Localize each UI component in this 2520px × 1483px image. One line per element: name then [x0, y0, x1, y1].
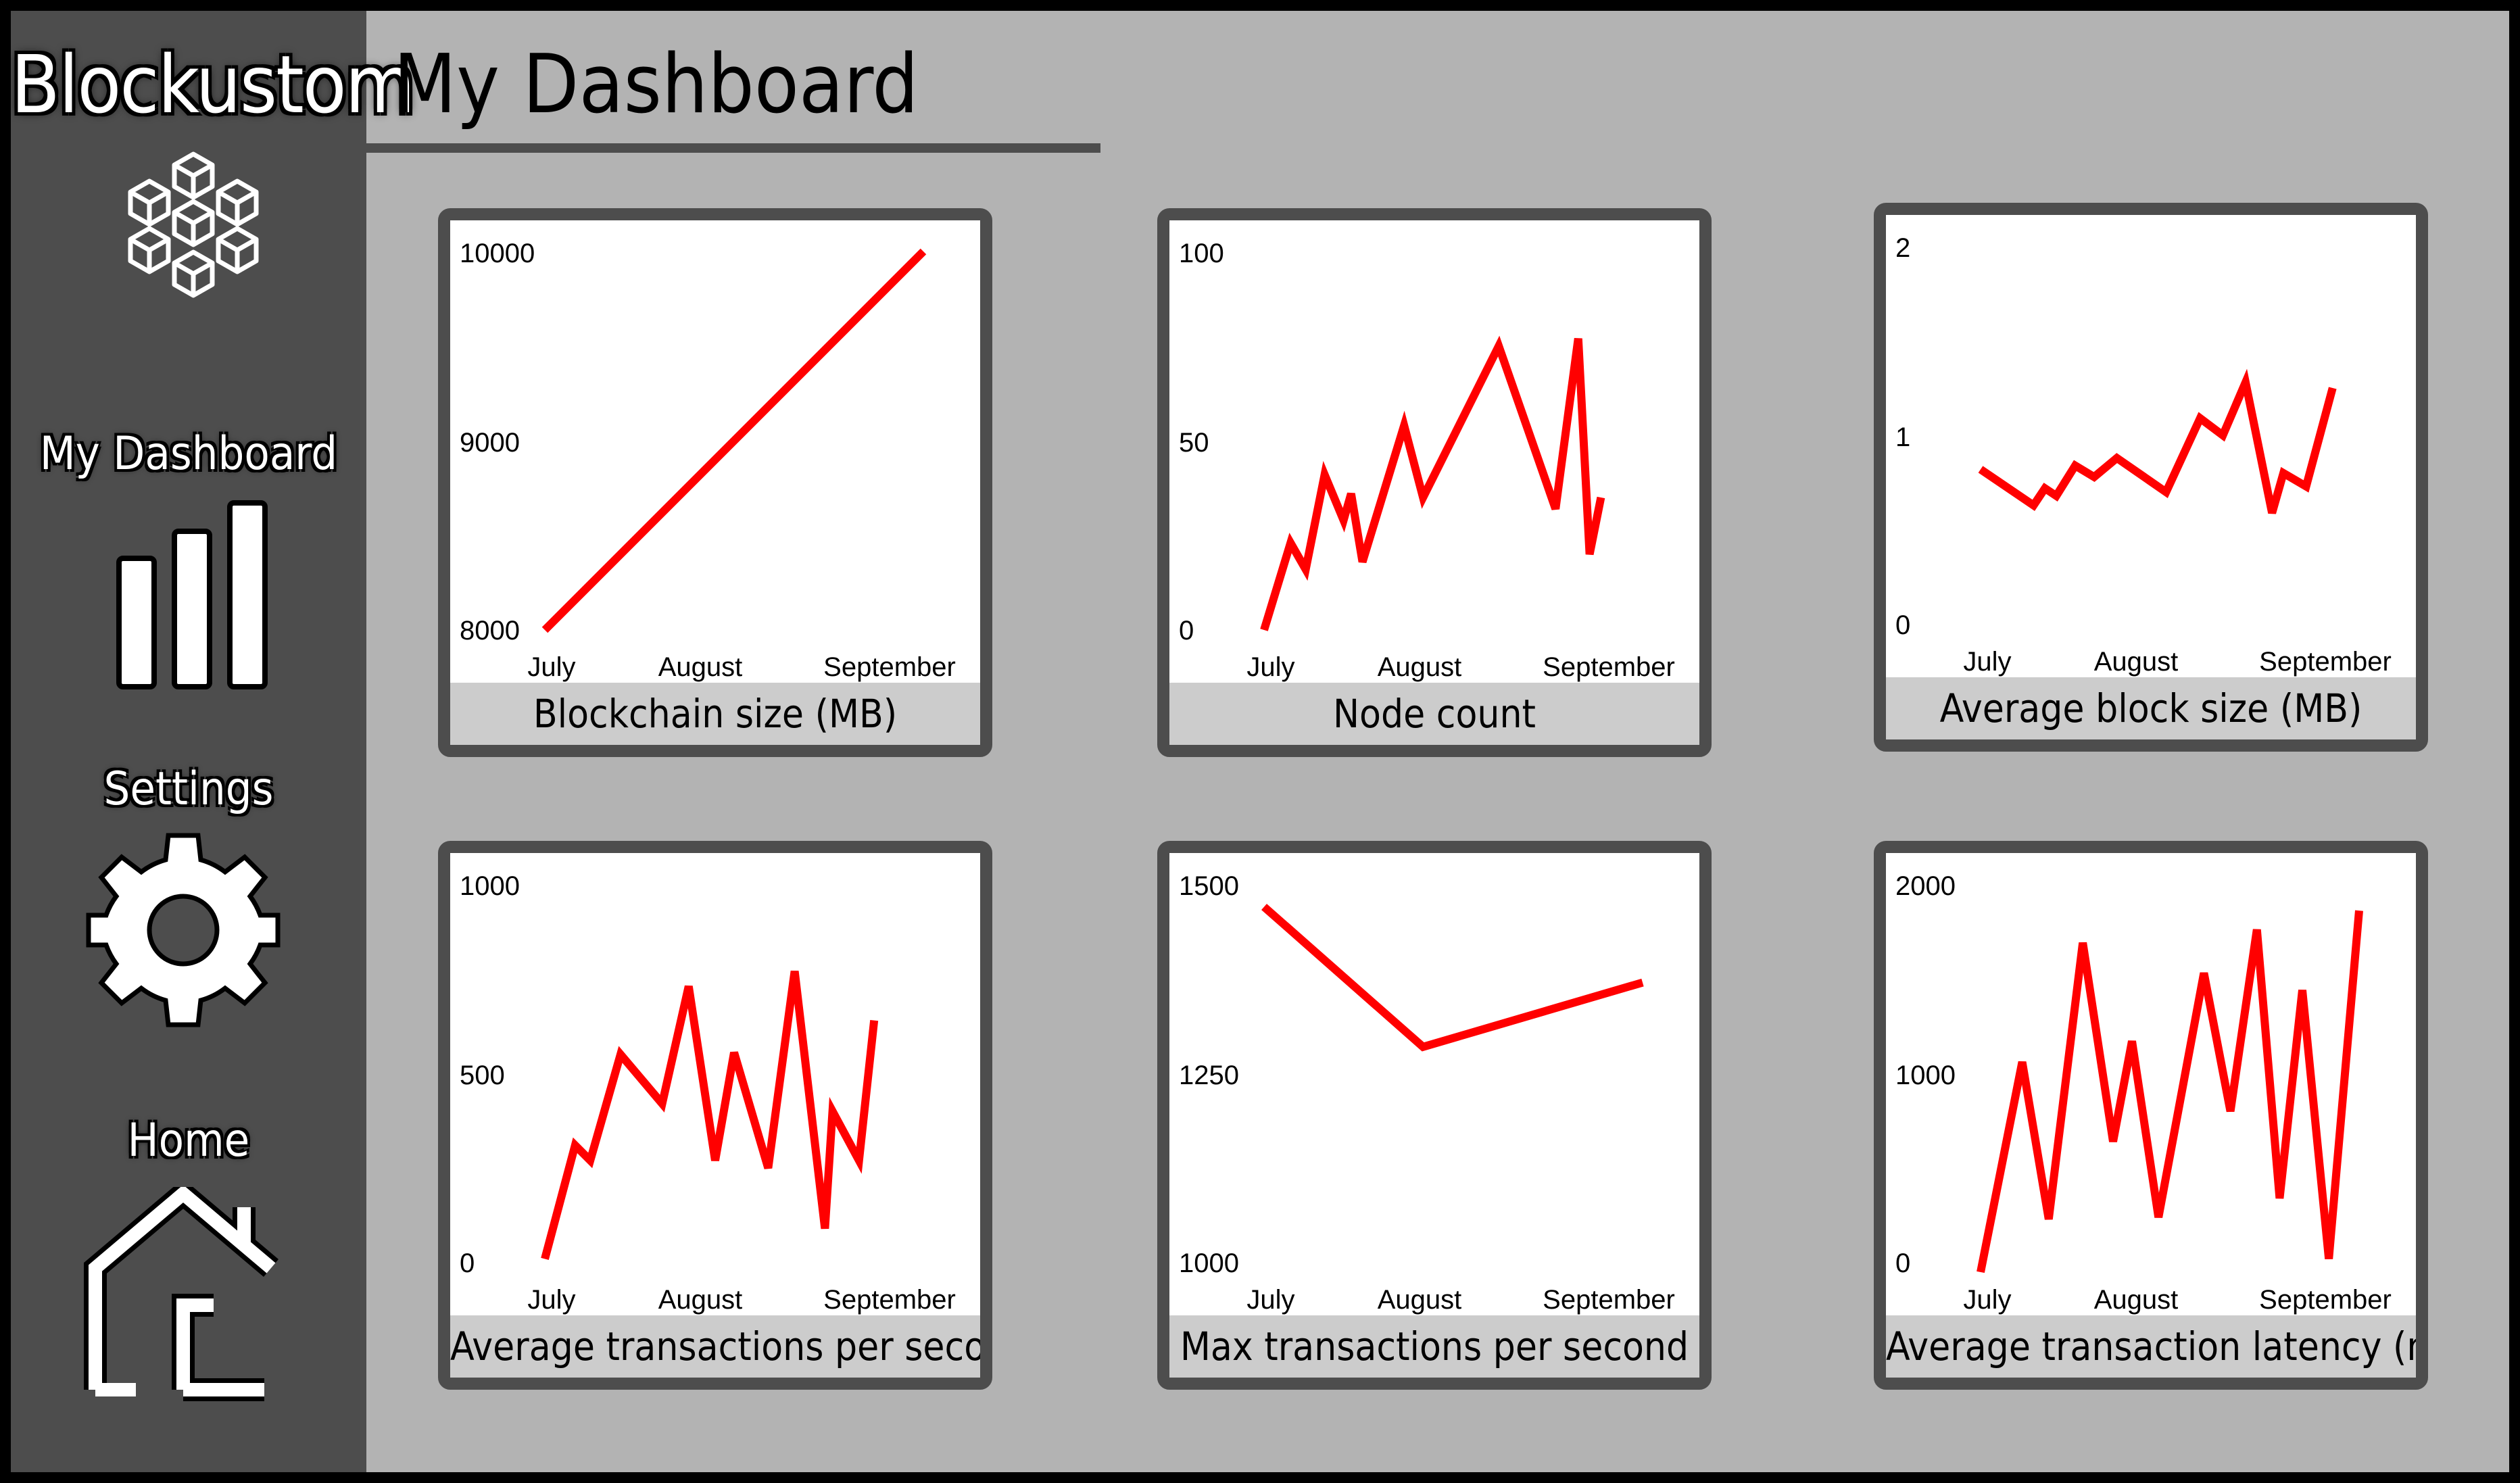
brand-name: Blockustom	[11, 38, 415, 131]
y-tick-label: 0	[1179, 616, 1194, 646]
series-line	[1261, 904, 1644, 1052]
sidebar-item-label: Home	[127, 1114, 250, 1167]
chart-card-max-tps[interactable]: 1000 1250 1500 July August September Max tran…	[1157, 841, 1712, 1390]
y-tick-label: 50	[1179, 428, 1209, 458]
house-icon	[84, 1187, 278, 1401]
gear-icon	[86, 833, 281, 1027]
x-tick-label: September	[1543, 652, 1675, 682]
series-line	[541, 970, 879, 1260]
x-tick-label: July	[1246, 652, 1294, 682]
chart-plot: 0 1000 2000 July August September	[1895, 871, 2392, 1315]
x-tick-label: September	[2259, 1285, 2392, 1315]
y-tick-label: 100	[1179, 239, 1224, 268]
y-tick-label: 0	[460, 1248, 475, 1278]
chart-caption: Blockchain size (MB)	[450, 683, 980, 745]
x-tick-label: September	[823, 1285, 956, 1315]
x-tick-label: August	[658, 1285, 743, 1315]
sidebar-item-settings[interactable]: Settings	[11, 754, 366, 1038]
y-tick-label: 1500	[1179, 871, 1239, 901]
sidebar-item-home[interactable]: Home	[11, 1106, 366, 1417]
x-tick-label: August	[1378, 652, 1462, 682]
x-tick-label: September	[2259, 647, 2392, 677]
sidebar-item-label: Settings	[103, 762, 274, 816]
cubes-logo-icon	[128, 151, 259, 298]
chart-caption: Max transactions per second	[1169, 1315, 1699, 1378]
x-tick-label: July	[1963, 647, 2011, 677]
chart-plot: 0 500 1000 July August September	[460, 871, 956, 1315]
y-tick-label: 8000	[460, 616, 520, 646]
chart-card-average-tps[interactable]: 0 500 1000 July August September Average tran…	[438, 841, 992, 1390]
x-tick-label: August	[658, 652, 743, 682]
y-tick-label: 2000	[1895, 871, 1956, 901]
chart-caption: Average transaction latency (ms)	[1886, 1315, 2416, 1378]
chart-caption: Average block size (MB)	[1886, 677, 2416, 739]
y-tick-label: 1000	[1179, 1248, 1239, 1278]
y-tick-label: 2	[1895, 233, 1910, 263]
x-tick-label: July	[1963, 1285, 2011, 1315]
title-underline	[366, 143, 1100, 153]
bar-chart-icon	[116, 500, 268, 689]
series-line	[1260, 335, 1605, 631]
y-tick-label: 9000	[460, 428, 520, 458]
series-line	[541, 248, 927, 633]
x-tick-label: August	[2094, 647, 2179, 677]
chart-card-average-block-size[interactable]: 0 1 2 July August September Average block siz…	[1874, 203, 2428, 752]
chart-card-node-count[interactable]: 0 50 100 July August September Node count	[1157, 208, 1712, 757]
sidebar: Blockustom My Dashboard	[11, 11, 415, 1472]
sidebar-item-my-dashboard[interactable]: My Dashboard	[11, 416, 366, 694]
y-tick-label: 1	[1895, 422, 1910, 452]
chart-caption: Average transactions per second	[450, 1315, 980, 1378]
page-title: My Dashboard	[393, 38, 919, 132]
x-tick-label: July	[1246, 1285, 1294, 1315]
series-line	[1978, 368, 2337, 514]
chart-plot: 8000 9000 10000 July August September	[460, 239, 956, 682]
x-tick-label: July	[527, 1285, 575, 1315]
chart-plot: 0 1 2 July August September	[1895, 233, 2392, 677]
x-tick-label: September	[1543, 1285, 1675, 1315]
y-tick-label: 0	[1895, 610, 1910, 640]
sidebar-item-label: My Dashboard	[39, 427, 338, 481]
chart-card-average-latency[interactable]: 0 1000 2000 July August September Average tra…	[1874, 841, 2428, 1390]
chart-caption: Node count	[1169, 683, 1699, 745]
y-tick-label: 1000	[460, 871, 520, 901]
chart-card-blockchain-size[interactable]: 8000 9000 10000 July August September Blockch…	[438, 208, 992, 757]
chart-plot: 0 50 100 July August September	[1179, 239, 1675, 682]
x-tick-label: August	[2094, 1285, 2179, 1315]
x-tick-label: August	[1378, 1285, 1462, 1315]
y-tick-label: 10000	[460, 239, 535, 268]
x-tick-label: September	[823, 652, 956, 682]
series-line	[1977, 910, 2363, 1273]
y-tick-label: 500	[460, 1061, 505, 1090]
chart-plot: 1000 1250 1500 July August September	[1179, 871, 1675, 1315]
y-tick-label: 1000	[1895, 1061, 1956, 1090]
y-tick-label: 1250	[1179, 1061, 1239, 1090]
y-tick-label: 0	[1895, 1248, 1910, 1278]
x-tick-label: July	[527, 652, 575, 682]
